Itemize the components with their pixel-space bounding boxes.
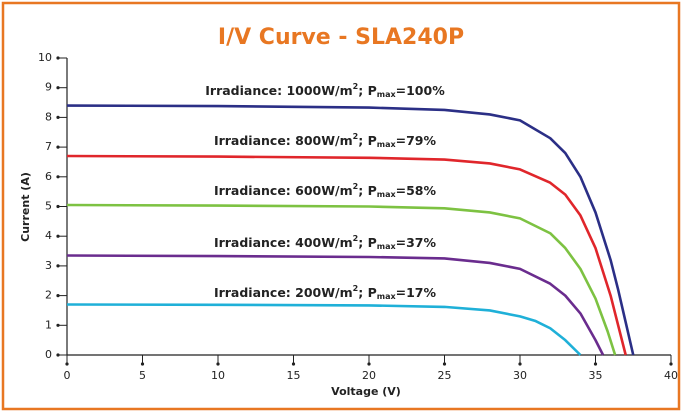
- annotation-part: Irradiance: 400W/m: [214, 235, 353, 250]
- x-tick-label: 35: [589, 369, 603, 382]
- annotation-part: max: [377, 90, 397, 99]
- y-tick-dot: [56, 294, 60, 298]
- y-tick-label: 3: [45, 259, 52, 272]
- annotation-part: =58%: [396, 183, 437, 198]
- curve-annotation: Irradiance: 200W/m2; Pmax=17%: [214, 284, 437, 301]
- iv-curve: [66, 303, 582, 356]
- annotation-part: Irradiance: 600W/m: [214, 183, 353, 198]
- y-tick-label: 2: [45, 289, 52, 302]
- x-tick-label: 30: [513, 369, 527, 382]
- iv-curve: [66, 154, 627, 356]
- y-tick-label: 0: [45, 348, 52, 361]
- annotation-part: Irradiance: 200W/m: [214, 285, 353, 300]
- curve-annotation: Irradiance: 1000W/m2; Pmax=100%: [205, 82, 445, 99]
- x-tick-dot: [291, 362, 296, 366]
- annotation-part: 2: [353, 82, 359, 91]
- annotation-part: max: [377, 140, 397, 149]
- x-tick-dot: [593, 362, 598, 366]
- x-tick-label: 10: [211, 369, 225, 382]
- annotation-part: ; P: [358, 183, 377, 198]
- y-tick-dot: [56, 204, 60, 209]
- y-tick-dot: [56, 86, 60, 90]
- chart-title: I/V Curve - SLA240P: [218, 25, 464, 50]
- iv-curve: [66, 203, 617, 356]
- y-tick-dot: [56, 115, 60, 119]
- x-tick-dot: [216, 362, 220, 366]
- y-tick-dot: [56, 175, 60, 179]
- curve-annotation: Irradiance: 600W/m2; Pmax=58%: [214, 182, 437, 199]
- annotation-part: max: [377, 242, 397, 251]
- y-tick-dot: [56, 353, 60, 357]
- y-tick-dot: [56, 323, 60, 327]
- x-tick-label: 0: [64, 369, 71, 382]
- annotation-part: 2: [353, 234, 359, 243]
- annotation-part: 2: [353, 284, 359, 293]
- y-tick-dot: [56, 234, 60, 238]
- x-tick-dot: [367, 362, 371, 366]
- annotation-part: =100%: [396, 83, 446, 98]
- annotation-part: 2: [353, 182, 359, 191]
- annotation-part: ; P: [358, 83, 377, 98]
- annotation-part: Irradiance: 1000W/m: [205, 83, 352, 98]
- y-axis-label: Current (A): [19, 172, 32, 242]
- x-tick-dot: [65, 362, 69, 366]
- x-axis-label: Voltage (V): [331, 385, 401, 398]
- y-tick-dot: [56, 264, 60, 268]
- annotation-part: ; P: [358, 235, 377, 250]
- x-tick-dot: [442, 362, 447, 366]
- y-tick-label: 7: [45, 140, 52, 153]
- x-tick-label: 25: [438, 369, 452, 382]
- y-tick-dot: [56, 56, 60, 60]
- y-tick-label: 8: [45, 110, 52, 123]
- y-tick-label: 9: [45, 81, 52, 94]
- iv-curve: [66, 104, 635, 356]
- y-tick-dot: [56, 145, 60, 149]
- annotation-part: ; P: [358, 133, 377, 148]
- iv-curve: [66, 254, 605, 356]
- annotation-part: =17%: [396, 285, 437, 300]
- x-tick-label: 5: [139, 369, 146, 382]
- y-tick-label: 5: [45, 200, 52, 213]
- y-tick-label: 10: [38, 51, 52, 64]
- annotation-part: ; P: [358, 285, 377, 300]
- x-tick-label: 40: [664, 369, 678, 382]
- annotation-part: =37%: [396, 235, 437, 250]
- annotation-part: 2: [353, 132, 359, 141]
- curve-annotation: Irradiance: 400W/m2; Pmax=37%: [214, 234, 437, 251]
- x-tick-label: 15: [287, 369, 301, 382]
- x-tick-dot: [669, 362, 673, 366]
- annotation-part: =79%: [396, 133, 437, 148]
- x-tick-dot: [518, 362, 522, 366]
- y-tick-label: 6: [45, 170, 52, 183]
- x-tick-dot: [140, 362, 145, 366]
- y-tick-label: 1: [45, 318, 52, 331]
- annotation-part: max: [377, 292, 397, 301]
- y-tick-label: 4: [45, 229, 52, 242]
- x-tick-label: 20: [362, 369, 376, 382]
- annotation-part: max: [377, 190, 397, 199]
- curve-annotation: Irradiance: 800W/m2; Pmax=79%: [214, 132, 437, 149]
- annotation-part: Irradiance: 800W/m: [214, 133, 353, 148]
